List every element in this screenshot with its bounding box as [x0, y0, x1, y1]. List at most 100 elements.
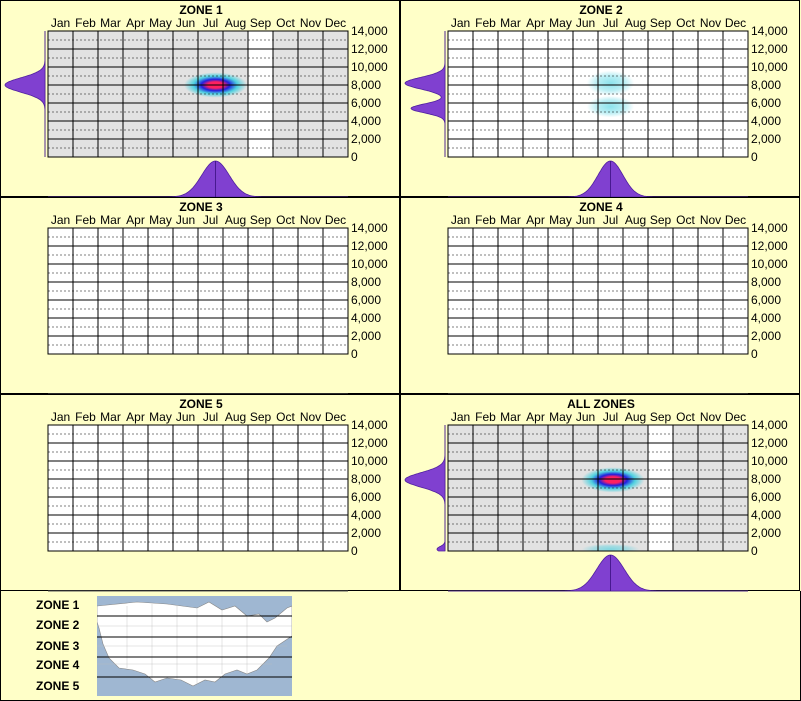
month-density: [48, 160, 348, 198]
elevation-tick-label: 8,000: [351, 472, 381, 486]
shaded-month-nov: [298, 31, 323, 157]
month-tick-label: Jan: [51, 16, 70, 30]
month-tick-label: Sep: [250, 410, 272, 424]
month-tick-label: Jan: [451, 410, 470, 424]
zone-label-1: ZONE 1: [36, 598, 80, 612]
elevation-tick-label: 2,000: [351, 329, 381, 343]
heat-layer: [586, 70, 635, 118]
elevation-tick-label: 8,000: [751, 78, 781, 92]
elevation-tick-label: 4,000: [351, 311, 381, 325]
month-tick-label: Jun: [176, 410, 195, 424]
elevation-tick-label: 8,000: [351, 78, 381, 92]
plot-frame: [447, 30, 749, 158]
month-tick-label: Jun: [176, 213, 195, 227]
elevation-tick-label: 0: [351, 347, 358, 361]
elevation-tick-label: 12,000: [351, 436, 388, 450]
shaded-month-dec: [323, 31, 348, 157]
month-tick-label: Jul: [603, 16, 618, 30]
month-tick-label: May: [149, 410, 172, 424]
month-tick-label: Oct: [676, 410, 695, 424]
month-tick-label: Jan: [451, 16, 470, 30]
month-tick-label: Jan: [51, 410, 70, 424]
plot-frame: [447, 227, 749, 355]
month-tick-label: Jun: [176, 16, 195, 30]
elevation-tick-label: 0: [751, 347, 758, 361]
zone-panel-1: ZONE 1 Jan Feb Mar Apr May Jun Jul Aug Sep Oct Nov D…: [0, 0, 400, 198]
elevation-tick-label: 0: [351, 150, 358, 164]
elevation-tick-label: 6,000: [751, 96, 781, 110]
month-tick-label: Oct: [676, 16, 695, 30]
zone-label-4: ZONE 4: [36, 658, 80, 672]
shaded-month-mar: [498, 425, 523, 551]
month-tick-label: Sep: [250, 213, 272, 227]
month-tick-label: Dec: [725, 16, 746, 30]
month-tick-label: Jun: [576, 213, 595, 227]
month-tick-label: Feb: [475, 16, 496, 30]
heat-hotspot-1: [586, 70, 635, 96]
plot-frame: [47, 30, 349, 158]
month-tick-label: Mar: [100, 16, 121, 30]
month-tick-label: Nov: [700, 16, 721, 30]
elevation-tick-label: 8,000: [751, 472, 781, 486]
month-tick-label: Oct: [676, 213, 695, 227]
elevation-tick-label: 4,000: [351, 508, 381, 522]
plot-frame: [47, 424, 349, 552]
elevation-tick-label: 2,000: [351, 526, 381, 540]
month-tick-label: Dec: [725, 213, 746, 227]
shaded-month-nov: [698, 425, 723, 551]
elevation-tick-label: 4,000: [751, 114, 781, 128]
elevation-tick-label: 12,000: [351, 42, 388, 56]
zone-panel-6: ALL ZONES Jan Feb Mar Apr May Jun Jul Aug Sep Oct N…: [400, 394, 800, 592]
heatmap-chart-4: ZONE 4 Jan Feb Mar Apr May Jun Jul Aug Sep Oct Nov D…: [447, 200, 788, 395]
map-state-lines: [97, 604, 292, 684]
month-tick-label: Jun: [576, 16, 595, 30]
elevation-tick-label: 12,000: [751, 239, 788, 253]
elevation-tick-label: 6,000: [351, 293, 381, 307]
month-tick-label: Nov: [700, 213, 721, 227]
month-tick-label: Jul: [203, 213, 218, 227]
grid: [48, 31, 348, 157]
heatmap-chart-5: ZONE 5 Jan Feb Mar Apr May Jun Jul Aug Sep Oct Nov D…: [47, 397, 388, 592]
month-tick-label: Sep: [250, 16, 272, 30]
month-tick-label: Oct: [276, 410, 295, 424]
month-tick-label: Sep: [650, 213, 672, 227]
elevation-tick-label: 2,000: [351, 132, 381, 146]
elevation-tick-label: 14,000: [751, 221, 788, 235]
zone-legend: ZONE 1 ZONE 2 ZONE 3 ZONE 4 ZONE 5: [0, 591, 801, 701]
month-tick-label: Dec: [325, 213, 346, 227]
elevation-tick-label: 2,000: [751, 526, 781, 540]
month-tick-label: Feb: [475, 410, 496, 424]
elevation-tick-label: 14,000: [351, 418, 388, 432]
elevation-tick-label: 2,000: [751, 329, 781, 343]
us-zone-map-icon: [97, 596, 292, 696]
elevation-tick-label: 10,000: [351, 257, 388, 271]
month-tick-label: Apr: [126, 410, 145, 424]
elevation-tick-label: 10,000: [351, 60, 388, 74]
elevation-tick-label: 14,000: [751, 24, 788, 38]
elevation-tick-label: 10,000: [751, 60, 788, 74]
elevation-tick-label: 8,000: [751, 275, 781, 289]
elevation-tick-label: 14,000: [351, 221, 388, 235]
elevation-density: [404, 425, 446, 552]
chart-title: ZONE 4: [579, 200, 623, 214]
grid: [448, 31, 748, 157]
heat-hotspot-2: [581, 543, 640, 551]
month-tick-label: Dec: [325, 410, 346, 424]
zone-panel-2: ZONE 2 Jan Feb Mar Apr May Jun Jul Aug Sep Oct Nov D…: [400, 0, 800, 198]
elevation-tick-label: 4,000: [751, 508, 781, 522]
zone-panel-5: ZONE 5 Jan Feb Mar Apr May Jun Jul Aug Sep Oct Nov D…: [0, 394, 400, 592]
zone-label-2: ZONE 2: [36, 618, 80, 632]
month-tick-label: Jul: [603, 410, 618, 424]
month-tick-label: Feb: [75, 213, 96, 227]
elevation-tick-label: 4,000: [751, 311, 781, 325]
elevation-tick-label: 4,000: [351, 114, 381, 128]
month-tick-label: Jul: [603, 213, 618, 227]
grid: [48, 425, 348, 551]
month-density: [448, 554, 748, 592]
elevation-tick-label: 6,000: [751, 293, 781, 307]
map-zone-lines: [97, 615, 292, 678]
plot-frame: [447, 424, 749, 552]
month-tick-label: Aug: [225, 16, 246, 30]
elevation-tick-label: 10,000: [751, 454, 788, 468]
heat-hotspot-2: [586, 95, 635, 118]
